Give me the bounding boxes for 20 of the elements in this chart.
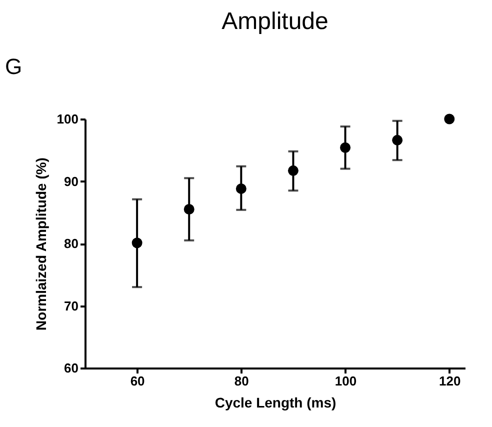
point xyxy=(132,238,142,248)
point xyxy=(288,165,298,176)
point xyxy=(184,204,194,214)
y-tick-label: 60 xyxy=(64,360,78,376)
text: G xyxy=(5,54,22,79)
x-tick-label: 80 xyxy=(234,374,249,388)
point xyxy=(236,183,246,194)
x-tick-label: 120 xyxy=(439,374,461,388)
y-tick-label: 70 xyxy=(64,298,78,314)
y-tick-label: 80 xyxy=(64,236,78,251)
point xyxy=(444,114,455,124)
point xyxy=(392,134,403,146)
y-axis-title: Normlaized Amplitude (%) xyxy=(32,158,49,330)
y-tick-label: 90 xyxy=(64,174,78,189)
x-tick-label: 60 xyxy=(130,374,145,388)
chart-title: Amplitude xyxy=(222,8,328,35)
x-axis-title: Cycle Length (ms) xyxy=(214,394,336,410)
point xyxy=(340,142,351,153)
y-tick-label: 100 xyxy=(56,112,78,126)
x-tick-label: 100 xyxy=(334,374,357,388)
